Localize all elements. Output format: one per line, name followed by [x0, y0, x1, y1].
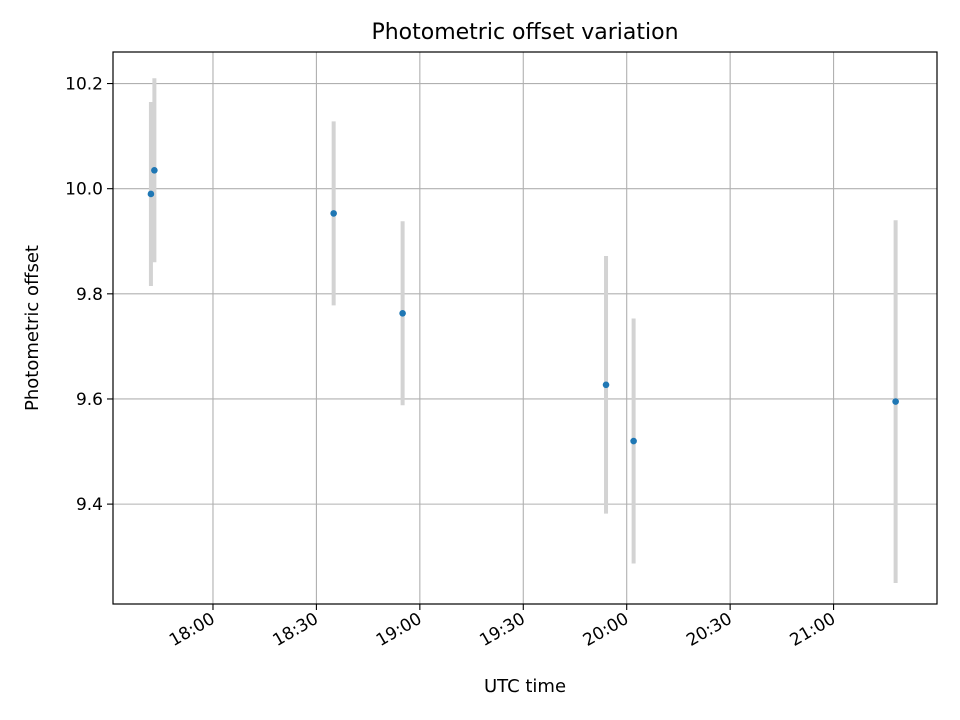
- x-tick-label: 18:00: [166, 609, 218, 651]
- y-tick-label: 9.6: [76, 390, 103, 410]
- y-axis-label: Photometric offset: [22, 245, 43, 411]
- x-axis-label: UTC time: [484, 676, 566, 697]
- data-point: [151, 166, 158, 174]
- grid-layer: [113, 52, 937, 604]
- x-tick-label: 19:30: [476, 609, 528, 651]
- x-tick-label: 19:00: [373, 609, 425, 651]
- y-tick-label: 10.0: [65, 180, 103, 200]
- data-point: [630, 437, 637, 445]
- y-tick-label: 10.2: [65, 75, 103, 95]
- data-point: [602, 381, 610, 389]
- x-tick-label: 18:30: [269, 609, 321, 651]
- chart-title: Photometric offset variation: [371, 20, 678, 45]
- tick-layer: 18:00 18:30 19:00 19:30 20:00 20:30 21:00 9.4 9.…: [65, 75, 839, 651]
- plot-frame: [112, 51, 938, 605]
- point-layer: [147, 166, 899, 445]
- data-point: [330, 210, 337, 217]
- data-point: [399, 309, 406, 317]
- y-tick-label: 9.4: [76, 495, 103, 515]
- y-tick-label: 9.8: [76, 285, 103, 305]
- x-tick-label: 21:00: [787, 609, 839, 651]
- data-point: [892, 398, 899, 405]
- x-tick-label: 20:30: [683, 609, 735, 651]
- x-tick-label: 20:00: [580, 609, 632, 651]
- data-point: [147, 190, 155, 198]
